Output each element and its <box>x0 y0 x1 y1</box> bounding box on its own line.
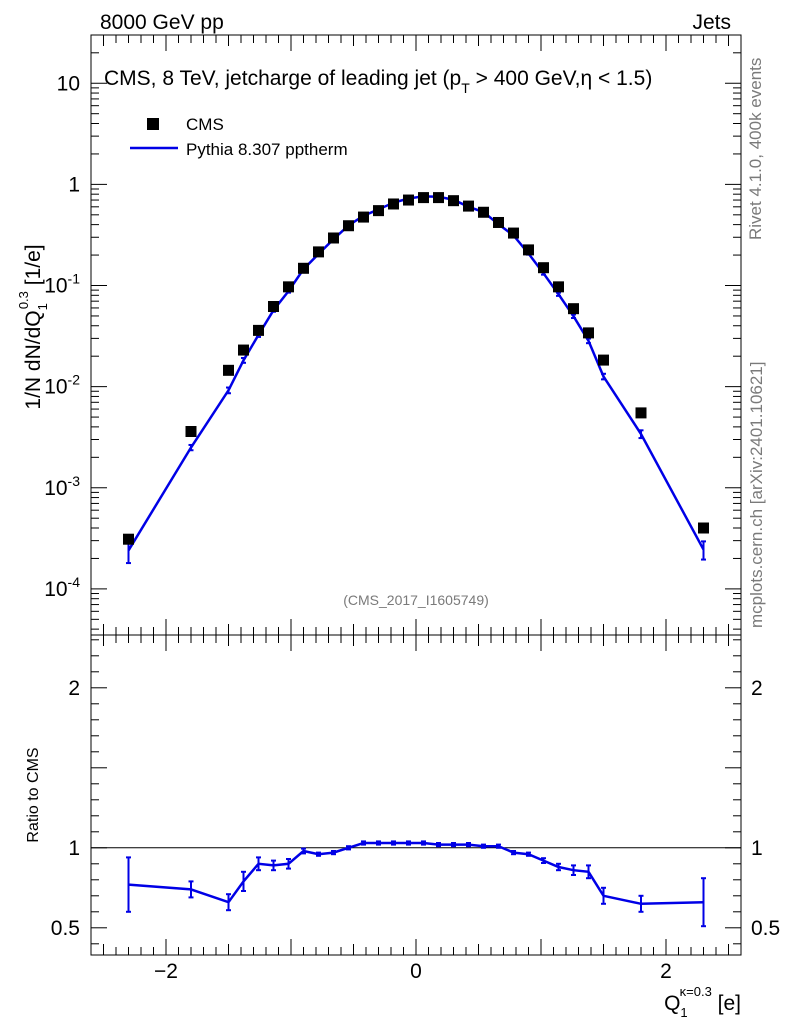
cms-data-point <box>538 262 549 274</box>
cms-data-point <box>433 192 444 204</box>
x-tick-labels: −2 0 2 <box>154 960 672 983</box>
main-y-tick-label-base: 10 <box>44 477 67 500</box>
cms-data-point <box>523 244 534 256</box>
cms-data-point <box>283 281 294 293</box>
cms-data-point <box>698 522 709 534</box>
cms-data-point <box>508 227 519 239</box>
main-y-tick-label-exponent: -2 <box>68 372 81 388</box>
cms-data-point <box>403 194 414 206</box>
cms-data-point <box>635 407 647 419</box>
mcplots-reference-label: mcplots.cern.ch [arXiv:2401.10621] <box>747 362 766 628</box>
main-y-tick-label-base: 10 <box>44 376 67 399</box>
legend-pythia-label: Pythia 8.307 pptherm <box>186 140 348 159</box>
main-y-tick-label-exponent: -3 <box>68 473 81 489</box>
cms-data-point <box>493 216 504 228</box>
main-panel-frame <box>90 34 742 636</box>
cms-data-point <box>388 198 399 210</box>
cms-data-point <box>418 192 429 204</box>
ratio-data-marks <box>91 840 741 928</box>
main-y-tick-label: 10-1 <box>44 271 80 298</box>
ratio-y-tick-label-right: 1 <box>751 837 763 860</box>
cms-data-point <box>553 281 564 293</box>
main-y-axis-label: 1/N dN/dQ1 0.3 [1/e] <box>16 244 50 409</box>
main-y-tick-label: 1 <box>68 173 80 196</box>
x-axis-label: Q1 κ=0.3 [e] <box>664 984 741 1020</box>
main-y-axis-label-subscript: 1 <box>35 303 50 310</box>
ratio-y-tick-label-right: 2 <box>751 677 763 700</box>
main-y-tick-label: 10-3 <box>44 473 80 500</box>
main-axis-ticks <box>90 34 742 635</box>
pythia-curve <box>127 195 705 552</box>
ratio-panel: 0.5 0.51 12 2 −2 0 2 Ratio to CMS Q1κ=0.3 [e] <box>25 634 780 1020</box>
cms-data-point <box>583 327 594 339</box>
cms-data-point <box>448 195 459 207</box>
cms-data-point <box>185 426 197 438</box>
main-plot-title-part-a: CMS, 8 TeV, jetcharge of leading jet (p <box>104 67 461 90</box>
main-y-axis-label-superscript: 0.3 <box>16 291 31 309</box>
cms-data-point <box>478 206 489 218</box>
main-y-tick-label-base: 10 <box>44 578 67 601</box>
cms-data-point <box>328 232 339 244</box>
ratio-y-tick-label-left: 0.5 <box>51 917 80 940</box>
cms-data-point <box>463 200 474 212</box>
x-tick-label: 2 <box>660 960 672 983</box>
legend: CMS Pythia 8.307 pptherm <box>130 115 348 159</box>
ratio-axis-ticks <box>90 635 742 955</box>
ratio-curve <box>128 841 704 906</box>
main-plot-title: CMS, 8 TeV, jetcharge of leading jet (pT… <box>104 67 652 96</box>
legend-cms-marker <box>147 118 159 130</box>
cms-data-point <box>343 220 354 232</box>
main-y-tick-label: 10-2 <box>44 372 80 399</box>
main-y-axis-label-part-a: 1/N dN/dQ <box>22 310 45 409</box>
cms-data-point <box>268 301 279 313</box>
header-jets-label: Jets <box>692 11 731 34</box>
ratio-panel-frame <box>90 634 742 956</box>
ratio-y-tick-label-left: 1 <box>68 837 80 860</box>
x-axis-label-subscript: 1 <box>680 1005 687 1020</box>
cms-data-point <box>568 303 579 315</box>
main-y-tick-label-exponent: -4 <box>68 574 81 590</box>
ratio-y-axis-label: Ratio to CMS <box>25 747 42 842</box>
x-tick-label: 0 <box>410 960 422 983</box>
x-axis-label-part-b: [e] <box>712 992 741 1015</box>
ratio-y-tick-label-left: 2 <box>68 677 80 700</box>
main-plot-title-part-b: > 400 GeV,η < 1.5) <box>470 67 653 90</box>
cms-data-point <box>298 262 309 274</box>
cms-data-point <box>598 354 609 366</box>
ratio-y-tick-label-right: 0.5 <box>751 917 780 940</box>
main-y-tick-label: 10 <box>57 72 80 95</box>
main-y-tick-label-base: 10 <box>44 275 67 298</box>
cms-data-point <box>123 533 134 545</box>
x-axis-label-part-a: Q <box>664 992 680 1015</box>
main-plot-title-subscript: T <box>461 80 470 96</box>
main-y-axis-label-part-b: [1/e] <box>22 244 45 291</box>
cms-data-point <box>373 205 384 217</box>
rivet-version-label: Rivet 4.1.0, 400k events <box>746 58 765 240</box>
header-energy-label: 8000 GeV pp <box>100 11 224 34</box>
cms-data-point <box>313 246 324 258</box>
cms-data-point <box>358 211 369 223</box>
cms-data-point <box>223 364 234 376</box>
analysis-watermark: (CMS_2017_I1605749) <box>343 592 489 608</box>
legend-cms-label: CMS <box>186 115 224 134</box>
cms-data-point <box>253 324 264 336</box>
x-axis-label-superscript: κ=0.3 <box>680 984 712 999</box>
cms-data-point <box>238 344 249 356</box>
x-tick-label: −2 <box>154 960 178 983</box>
main-y-tick-label: 10-4 <box>44 574 80 601</box>
main-y-tick-label-exponent: -1 <box>68 271 81 287</box>
main-data-marks <box>123 192 709 565</box>
ratio-y-tick-labels: 0.5 0.5 1 1 2 2 <box>51 677 780 940</box>
